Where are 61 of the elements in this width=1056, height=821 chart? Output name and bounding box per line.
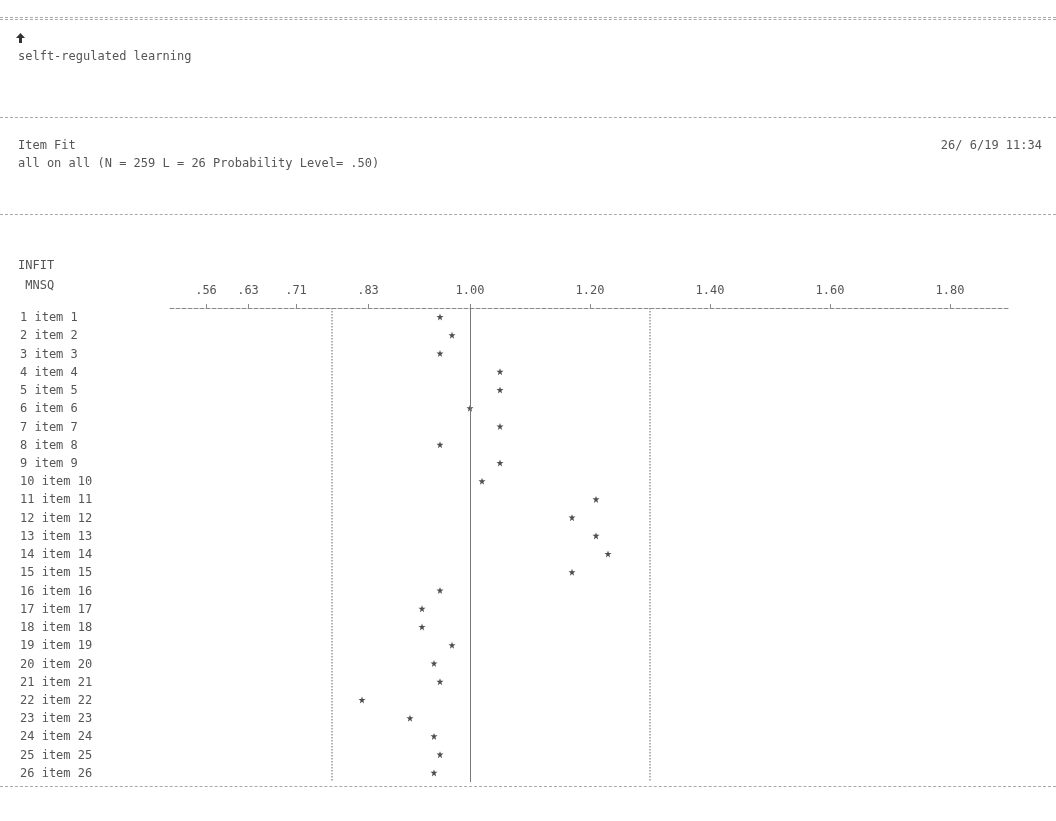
y-tick-label: 19 item 19 bbox=[20, 638, 93, 653]
y-tick-label: 15 item 15 bbox=[20, 565, 93, 580]
y-tick-label: 21 item 21 bbox=[20, 674, 93, 689]
text: Item Fit bbox=[18, 138, 76, 152]
point bbox=[496, 368, 504, 376]
y-tick-label: 7 item 7 bbox=[20, 419, 78, 434]
y-tick-label: 18 item 18 bbox=[20, 620, 93, 635]
y-tick-label: 17 item 17 bbox=[20, 601, 93, 616]
point bbox=[496, 423, 504, 430]
text: 26/ 6/19 11:34 bbox=[940, 138, 1042, 152]
point bbox=[436, 441, 444, 449]
y-tick-label: 13 item 13 bbox=[20, 528, 93, 543]
y-tick-label: 23 item 23 bbox=[20, 711, 93, 726]
point bbox=[430, 769, 438, 777]
x-tick-label: 1.00 bbox=[455, 283, 485, 297]
x-tick-label: 1.80 bbox=[935, 283, 965, 297]
point bbox=[496, 386, 504, 394]
point bbox=[568, 568, 576, 576]
x-tick-label: .71 bbox=[285, 283, 307, 297]
x-tick-label: .83 bbox=[357, 283, 379, 297]
chart-title: selft-regulated learning bbox=[18, 49, 192, 63]
point bbox=[418, 623, 426, 631]
y-tick-label: 12 item 12 bbox=[20, 510, 93, 525]
y-tick-label: 9 item 9 bbox=[20, 455, 78, 470]
y-tick-label: 2 item 2 bbox=[20, 328, 78, 343]
x-tick-label: 1.20 bbox=[575, 283, 605, 297]
y-tick-label: 5 item 5 bbox=[20, 383, 78, 398]
y-tick-label: 10 item 10 bbox=[20, 474, 93, 489]
x-tick-label: .63 bbox=[237, 283, 259, 297]
y-tick-label: 4 item 4 bbox=[20, 364, 78, 379]
y-tick-label: 25 item 25 bbox=[20, 747, 93, 762]
y-tick-label: 26 item 26 bbox=[20, 765, 93, 780]
x-axis-title: INFIT MNSQ bbox=[18, 257, 55, 294]
point bbox=[478, 477, 486, 485]
x-tick-label: .56 bbox=[195, 283, 217, 297]
point bbox=[592, 532, 600, 540]
text: all on all (N = 259 L = 26 Probability Level= .50) bbox=[18, 156, 380, 170]
point bbox=[496, 459, 504, 467]
point bbox=[430, 732, 438, 740]
y-tick-label: 14 item 14 bbox=[20, 547, 93, 562]
y-tick-label: 22 item 22 bbox=[20, 692, 93, 707]
y-tick-label: 24 item 24 bbox=[20, 729, 93, 744]
x-tick-label: 1.60 bbox=[815, 283, 845, 297]
x-tick-label: 1.40 bbox=[695, 283, 725, 297]
y-tick-label: 1 item 1 bbox=[20, 310, 78, 325]
y-tick-label: 20 item 20 bbox=[20, 656, 93, 671]
y-tick-label: 3 item 3 bbox=[20, 346, 78, 361]
point bbox=[604, 550, 612, 558]
point bbox=[358, 696, 366, 704]
y-tick-label: 11 item 11 bbox=[20, 492, 93, 507]
y-tick-label: 8 item 8 bbox=[20, 437, 78, 452]
point bbox=[418, 605, 426, 613]
point bbox=[436, 678, 444, 686]
point bbox=[448, 331, 456, 339]
point bbox=[436, 313, 444, 321]
point bbox=[406, 714, 414, 722]
point bbox=[430, 660, 438, 667]
y-tick-label: 16 item 16 bbox=[20, 583, 93, 598]
point bbox=[592, 495, 600, 503]
point bbox=[448, 641, 456, 649]
y-tick-label: 6 item 6 bbox=[20, 401, 78, 416]
